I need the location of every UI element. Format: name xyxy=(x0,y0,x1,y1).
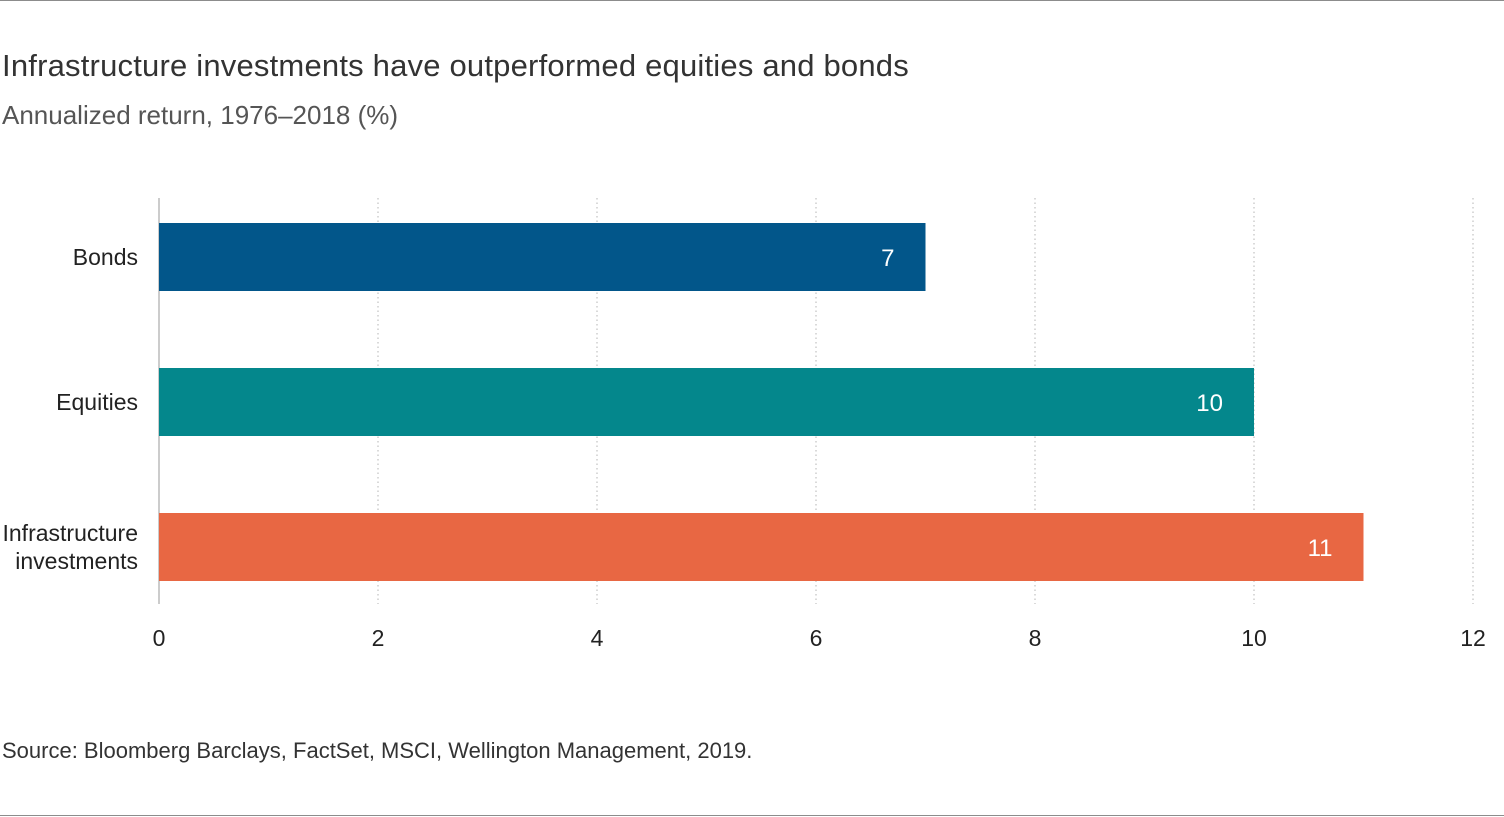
x-tick-label-12: 12 xyxy=(1460,625,1486,651)
x-tick-label-2: 2 xyxy=(372,625,385,651)
bar-2 xyxy=(159,513,1364,581)
category-label-line: investments xyxy=(15,548,138,574)
category-label-line: Bonds xyxy=(73,244,138,270)
source-note: Source: Bloomberg Barclays, FactSet, MSC… xyxy=(2,738,753,763)
category-label-line: Infrastructure xyxy=(3,520,139,546)
data-label-2: 11 xyxy=(1308,535,1333,562)
category-label-0: Bonds xyxy=(73,244,138,270)
chart-title: Infrastructure investments have outperfo… xyxy=(2,48,909,83)
x-tick-label-0: 0 xyxy=(153,625,166,651)
chart-subtitle: Annualized return, 1976–2018 (%) xyxy=(2,100,399,130)
category-label-line: Equities xyxy=(56,389,138,415)
bottom-rule xyxy=(0,815,1504,816)
x-tick-label-4: 4 xyxy=(591,625,604,651)
bar-0 xyxy=(159,223,926,291)
data-label-0: 7 xyxy=(881,245,894,272)
x-tick-label-6: 6 xyxy=(810,625,823,651)
category-label-2: Infrastructure investments xyxy=(3,520,139,574)
data-label-1: 10 xyxy=(1196,390,1223,417)
category-label-1: Equities xyxy=(56,389,138,415)
bar-1 xyxy=(159,368,1254,436)
top-rule xyxy=(0,0,1504,1)
x-tick-label-8: 8 xyxy=(1029,625,1042,651)
x-tick-label-10: 10 xyxy=(1241,625,1267,651)
